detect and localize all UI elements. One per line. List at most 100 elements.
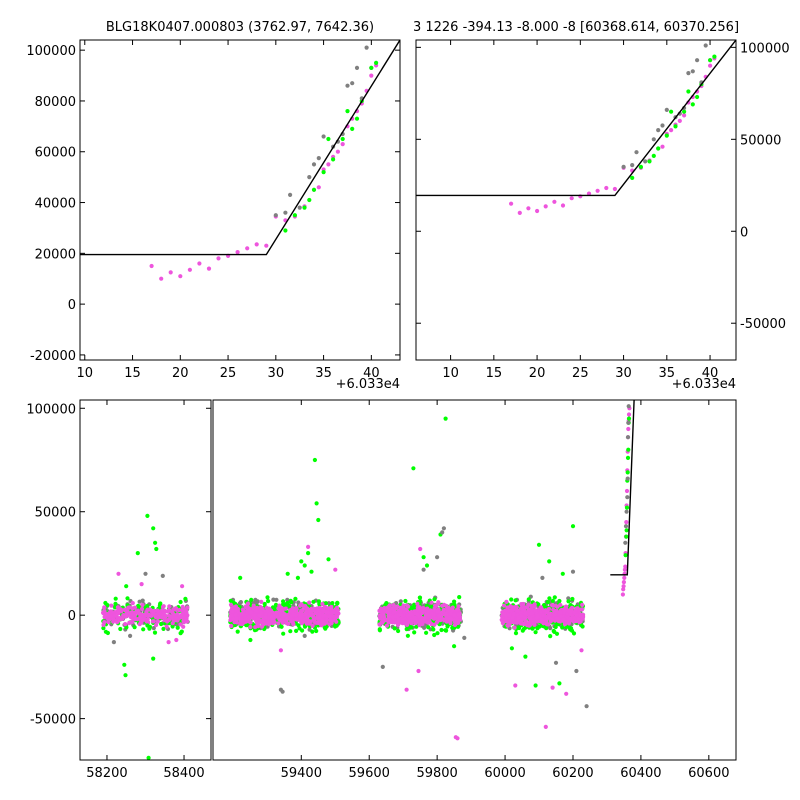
data-point-green xyxy=(151,526,156,531)
data-point-magenta xyxy=(455,607,460,612)
data-point-gray xyxy=(623,540,628,545)
x-tick-label: 60400 xyxy=(620,766,661,781)
panel-bottom-right: 59400 59600 59800 60000 60200 60400 60600 xyxy=(212,399,737,781)
data-point-magenta xyxy=(256,613,262,618)
data-point-magenta xyxy=(560,203,566,208)
data-point-magenta xyxy=(507,622,512,627)
data-point-gray xyxy=(345,83,350,88)
data-point-gray xyxy=(255,599,260,604)
x-tick-label: 30 xyxy=(268,366,285,381)
data-point-magenta xyxy=(108,614,113,620)
data-point-magenta xyxy=(576,616,581,621)
data-point-green xyxy=(624,534,629,539)
data-point-magenta xyxy=(316,185,321,190)
panel-bottom-left: 58200 58400 -50000 0 50000 100000 xyxy=(26,399,212,781)
data-point-gray xyxy=(574,668,579,674)
data-point-magenta xyxy=(168,270,173,275)
data-point-green xyxy=(669,109,674,114)
data-point-magenta xyxy=(151,609,156,615)
model-line xyxy=(610,400,635,576)
data-point-magenta xyxy=(332,610,337,615)
data-point-magenta xyxy=(335,149,340,154)
data-point-green xyxy=(513,631,519,636)
data-point-green xyxy=(178,599,183,605)
data-point-magenta xyxy=(515,608,521,613)
data-point-magenta xyxy=(160,608,165,613)
data-point-magenta xyxy=(264,243,269,248)
data-point-magenta xyxy=(682,113,687,118)
data-point-magenta xyxy=(624,520,629,525)
data-point-magenta xyxy=(181,624,186,629)
data-point-magenta xyxy=(529,603,534,608)
data-point-magenta xyxy=(245,246,250,251)
data-point-magenta xyxy=(294,617,299,622)
data-point-magenta xyxy=(180,584,185,589)
data-point-green xyxy=(345,109,350,114)
data-point-magenta xyxy=(533,608,538,613)
data-point-gray xyxy=(441,526,446,531)
data-point-gray xyxy=(238,600,243,605)
data-point-magenta xyxy=(129,620,134,625)
data-point-green xyxy=(630,175,635,180)
data-point-gray xyxy=(651,137,656,142)
data-point-green xyxy=(101,626,106,631)
data-point-magenta xyxy=(519,605,524,611)
data-point-magenta xyxy=(455,620,460,625)
data-point-magenta xyxy=(400,618,405,623)
data-point-magenta xyxy=(171,611,176,616)
data-point-magenta xyxy=(431,613,436,618)
data-point-magenta xyxy=(387,618,392,623)
data-point-magenta xyxy=(290,609,295,614)
data-point-magenta xyxy=(301,619,306,624)
data-point-green xyxy=(547,559,552,564)
data-point-magenta xyxy=(448,611,453,616)
data-point-magenta xyxy=(285,621,291,627)
data-point-green xyxy=(105,630,110,636)
data-point-green xyxy=(289,600,294,605)
y-tick-label: 100000 xyxy=(26,402,76,417)
data-point-green xyxy=(509,597,514,602)
data-point-magenta xyxy=(333,567,338,572)
x-tick-label: 10 xyxy=(442,366,459,381)
data-point-green xyxy=(537,624,542,629)
data-point-magenta xyxy=(324,610,329,615)
data-point-green xyxy=(682,109,687,114)
data-point-green xyxy=(638,164,644,169)
data-point-green xyxy=(331,157,336,162)
data-point-magenta xyxy=(510,615,515,620)
data-point-green xyxy=(552,629,557,635)
data-point-magenta xyxy=(621,587,626,592)
data-point-magenta xyxy=(623,564,628,569)
data-point-magenta xyxy=(377,622,382,627)
data-point-magenta xyxy=(532,604,537,609)
data-point-magenta xyxy=(535,613,540,618)
y-tick-label: 40000 xyxy=(35,197,76,212)
data-point-green xyxy=(302,563,307,568)
data-point-magenta xyxy=(660,144,665,149)
data-point-green xyxy=(145,513,150,519)
data-point-magenta xyxy=(626,412,632,417)
data-point-green xyxy=(302,205,307,210)
data-point-magenta xyxy=(392,609,397,614)
data-point-gray xyxy=(285,597,290,603)
data-point-magenta xyxy=(116,618,121,624)
data-point-magenta xyxy=(283,606,288,611)
data-point-magenta xyxy=(178,622,183,627)
data-point-magenta xyxy=(423,615,428,620)
data-point-magenta xyxy=(141,617,146,622)
panel-frame xyxy=(415,39,737,361)
x-offset-label-right: +6.033e4 xyxy=(672,377,736,392)
data-point-magenta xyxy=(299,609,304,614)
data-point-magenta xyxy=(377,613,383,618)
data-point-magenta xyxy=(322,604,327,610)
data-point-magenta xyxy=(569,606,574,611)
data-point-magenta xyxy=(138,620,144,625)
data-point-green xyxy=(403,598,408,604)
data-point-magenta xyxy=(259,606,264,611)
data-point-green xyxy=(533,683,538,688)
data-point-magenta xyxy=(279,606,284,611)
title-right: 3 1226 -394.13 -8.000 -8 [60368.614, 603… xyxy=(413,20,739,35)
data-point-magenta xyxy=(529,607,534,612)
data-point-magenta xyxy=(106,620,111,625)
data-point-magenta xyxy=(101,622,106,628)
